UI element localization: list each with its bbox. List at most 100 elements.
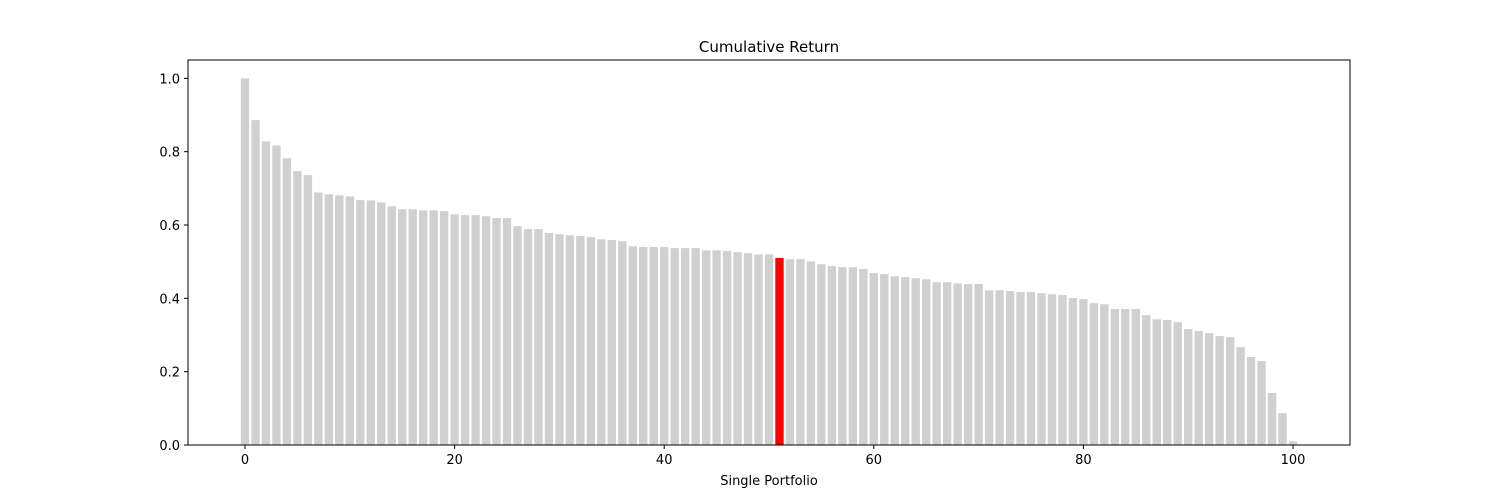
bar: [492, 218, 501, 445]
bar: [1131, 308, 1140, 445]
bar: [848, 267, 858, 445]
chart-title: Cumulative Return: [699, 38, 839, 56]
x-tick-label: 100: [1281, 453, 1306, 468]
bar: [1267, 392, 1277, 445]
bar: [1246, 357, 1256, 445]
bar: [1163, 319, 1172, 445]
bar: [345, 196, 354, 445]
bar: [565, 235, 575, 445]
bar: [1100, 304, 1109, 445]
bar: [282, 158, 292, 445]
bar: [1089, 303, 1099, 445]
x-axis-label: Single Portfolio: [720, 474, 818, 489]
bar: [377, 202, 386, 445]
bar: [240, 78, 250, 445]
x-tick-label: 0: [241, 453, 249, 468]
bar: [932, 282, 941, 445]
bar: [481, 216, 491, 445]
bar: [1257, 361, 1266, 445]
bar: [1225, 337, 1235, 445]
bar: [261, 141, 271, 445]
bar: [754, 254, 763, 445]
bar: [922, 279, 931, 445]
bar: [1194, 330, 1203, 445]
bar: [901, 277, 910, 445]
bar: [1068, 297, 1078, 445]
bar: [251, 120, 260, 445]
bar: [1152, 319, 1161, 445]
bar: [1204, 333, 1214, 445]
bar: [743, 253, 753, 445]
bar: [701, 250, 711, 445]
y-tick-label: 0.8: [159, 146, 180, 161]
bar: [471, 215, 480, 445]
y-tick-label: 0.4: [159, 292, 180, 307]
bar: [1016, 292, 1025, 445]
bar: [555, 234, 564, 445]
bar: [838, 267, 847, 445]
bar: [649, 247, 658, 445]
bar: [1215, 336, 1224, 445]
bar: [953, 283, 962, 445]
bar: [356, 200, 365, 445]
bar: [796, 259, 805, 445]
bar: [439, 211, 449, 445]
bar: [722, 251, 732, 445]
bar: [942, 282, 952, 445]
bar: [576, 236, 585, 445]
bar: [366, 200, 375, 445]
bar: [963, 284, 973, 445]
bar: [628, 246, 637, 445]
bar: [995, 290, 1004, 445]
bar: [1288, 441, 1298, 445]
bar: [712, 250, 721, 445]
bar: [859, 269, 868, 445]
bar: [272, 145, 281, 445]
y-tick-label: 1.0: [159, 72, 180, 87]
bar: [733, 252, 742, 445]
bar: [1037, 293, 1046, 445]
bar: [450, 214, 459, 445]
bar: [974, 284, 983, 445]
bar: [314, 192, 323, 445]
x-tick-label: 80: [1075, 453, 1092, 468]
bar: [869, 273, 878, 445]
bar: [785, 259, 795, 445]
bar: [1047, 294, 1057, 445]
bar: [817, 264, 826, 445]
bar: [324, 194, 334, 445]
y-tick-label: 0.2: [159, 366, 180, 381]
bar: [303, 175, 313, 445]
bar: [293, 171, 302, 445]
x-tick-label: 20: [446, 453, 463, 468]
bar: [1121, 308, 1130, 445]
bar: [639, 247, 648, 445]
bar: [1236, 347, 1245, 445]
bar: [1110, 308, 1120, 445]
bar: [984, 290, 994, 445]
bar: [1026, 292, 1036, 445]
y-tick-label: 0.0: [159, 439, 180, 454]
bar: [890, 276, 899, 445]
plot-frame: [187, 59, 1351, 446]
bar: [502, 218, 512, 445]
bar: [1173, 322, 1182, 445]
bar: [408, 209, 417, 445]
bar: [418, 210, 428, 445]
bar: [1005, 291, 1015, 445]
bar: [618, 241, 627, 445]
bar: [670, 248, 679, 445]
bar: [534, 229, 543, 445]
x-tick-label: 40: [656, 453, 673, 468]
bar: [827, 266, 837, 445]
y-tick-label: 0.6: [159, 219, 180, 234]
bar: [607, 240, 616, 445]
x-tick-label: 60: [866, 453, 883, 468]
bar: [523, 229, 533, 445]
bar: [680, 248, 690, 445]
bar: [691, 248, 700, 445]
bar: [911, 278, 920, 445]
bar: [544, 233, 554, 445]
bar: [1058, 295, 1067, 445]
